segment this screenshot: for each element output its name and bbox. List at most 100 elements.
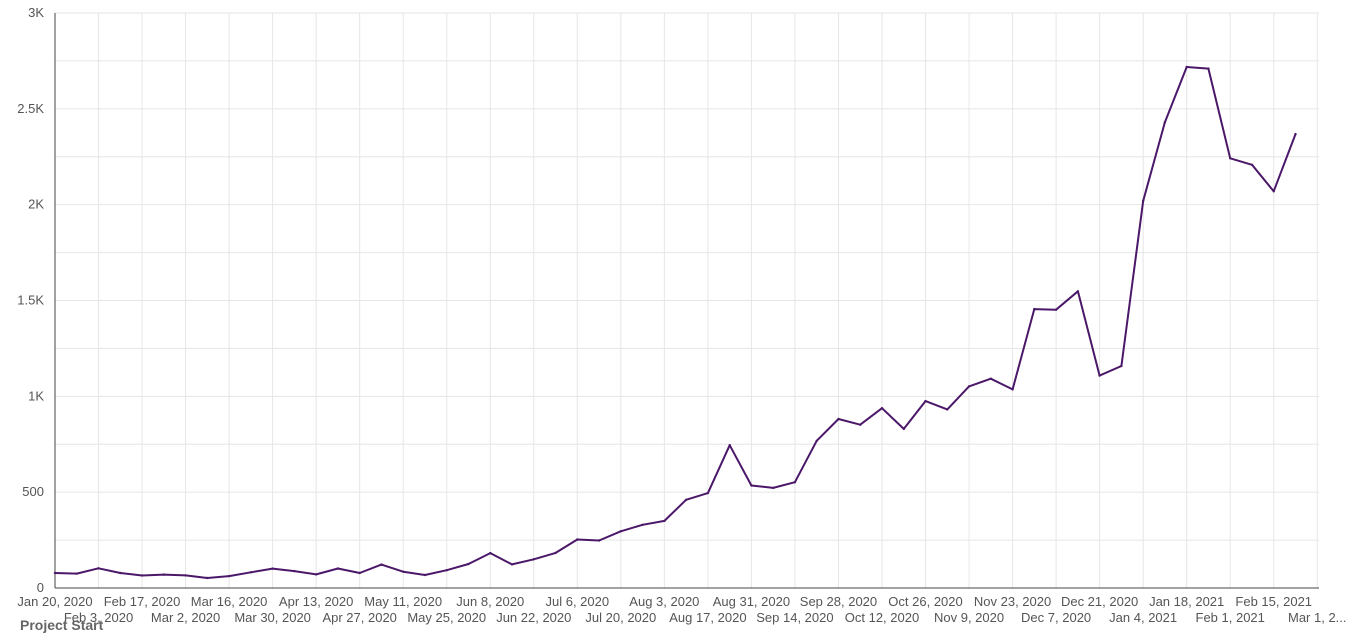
x-axis-label: Project Start	[20, 617, 104, 633]
data-point	[946, 408, 949, 411]
x-tick-label: Feb 15, 2021	[1235, 594, 1312, 609]
x-tick-label: Oct 12, 2020	[845, 610, 919, 625]
x-tick-label: Nov 9, 2020	[934, 610, 1004, 625]
data-point	[140, 574, 144, 577]
x-tick-label: Jan 20, 2020	[17, 594, 92, 609]
data-point	[597, 539, 601, 542]
x-tick-label: Feb 3, 2020	[64, 610, 133, 625]
y-tick-label: 3K	[28, 5, 44, 20]
x-tick-label: Jul 20, 2020	[585, 610, 656, 625]
data-point	[902, 427, 905, 431]
data-point	[1142, 199, 1145, 202]
data-point	[293, 569, 296, 573]
x-tick-label: Mar 1, 2...	[1288, 610, 1347, 625]
x-tick-label: Feb 1, 2021	[1196, 610, 1265, 625]
data-point	[706, 491, 710, 495]
data-point	[358, 571, 361, 575]
data-point	[532, 558, 535, 561]
y-tick-label: 500	[22, 484, 44, 499]
data-point	[1163, 121, 1167, 124]
data-point	[53, 571, 57, 575]
data-point	[1207, 67, 1210, 70]
x-tick-label: Sep 28, 2020	[800, 594, 877, 609]
data-point	[967, 385, 971, 388]
x-tick-label: Mar 30, 2020	[234, 610, 311, 625]
x-tick-label: Jun 8, 2020	[456, 594, 524, 609]
data-point	[402, 570, 405, 573]
x-tick-label: Sep 14, 2020	[756, 610, 833, 625]
horizontal-gridlines	[55, 12, 1319, 541]
data-point	[859, 423, 862, 426]
x-tick-label: Nov 23, 2020	[974, 594, 1051, 609]
x-tick-label: Dec 7, 2020	[1021, 610, 1091, 625]
x-tick-label: Jun 22, 2020	[496, 610, 571, 625]
data-point	[162, 573, 165, 576]
x-tick-label: Apr 27, 2020	[322, 610, 396, 625]
data-point	[184, 574, 187, 577]
data-point	[336, 567, 340, 570]
x-tick-label: Feb 17, 2020	[104, 594, 181, 609]
data-point	[837, 417, 840, 421]
data-point	[423, 573, 427, 577]
data-point	[271, 567, 274, 570]
data-point	[1250, 163, 1254, 166]
data-point	[315, 573, 318, 576]
x-tick-label: Jul 6, 2020	[546, 594, 610, 609]
data-point	[1076, 290, 1080, 293]
data-point	[924, 399, 927, 403]
data-point	[97, 567, 100, 570]
data-point	[1033, 307, 1036, 311]
data-point	[815, 439, 818, 442]
x-tick-label: Oct 26, 2020	[888, 594, 962, 609]
x-tick-label: Jan 18, 2021	[1149, 594, 1224, 609]
x-tick-label: Aug 3, 2020	[629, 594, 699, 609]
x-tick-label: May 25, 2020	[407, 610, 486, 625]
axes	[54, 13, 1319, 589]
data-point	[1054, 308, 1058, 311]
data-point	[663, 519, 666, 523]
data-point	[249, 571, 253, 574]
x-tick-label: Apr 13, 2020	[279, 594, 353, 609]
data-point	[445, 569, 448, 572]
x-tick-label: Mar 16, 2020	[191, 594, 268, 609]
data-point	[1120, 364, 1123, 368]
y-tick-label: 1K	[28, 388, 44, 403]
data-point	[619, 530, 622, 533]
series-line	[54, 66, 1297, 579]
data-point	[1229, 157, 1232, 160]
data-point	[206, 576, 209, 580]
series-group	[53, 65, 1297, 580]
x-tick-label: Aug 31, 2020	[713, 594, 790, 609]
data-point	[641, 523, 644, 526]
data-point	[380, 563, 383, 566]
y-tick-label: 1.5K	[17, 293, 44, 308]
x-tick-label: Dec 21, 2020	[1061, 594, 1138, 609]
y-tick-label: 2.5K	[17, 101, 44, 116]
data-point	[554, 551, 557, 555]
x-tick-label: Jan 4, 2021	[1109, 610, 1177, 625]
x-tick-label: Aug 17, 2020	[669, 610, 746, 625]
data-point	[772, 486, 775, 490]
y-tick-label: 0	[37, 580, 44, 595]
data-point	[119, 571, 122, 575]
data-point	[1272, 190, 1275, 193]
data-point	[510, 563, 514, 566]
data-point	[576, 538, 579, 541]
data-point	[793, 481, 797, 484]
data-point	[467, 562, 470, 566]
data-point	[989, 377, 992, 380]
data-point	[489, 551, 492, 555]
data-point	[750, 484, 753, 487]
data-point	[684, 498, 688, 501]
x-tick-label: May 11, 2020	[364, 594, 442, 609]
data-point	[1011, 388, 1014, 391]
data-point	[75, 572, 79, 575]
data-point	[227, 574, 231, 578]
data-point	[880, 407, 884, 410]
y-tick-labels: 0 500 1K 1.5K 2K 2.5K 3K	[17, 5, 44, 595]
data-point	[1185, 65, 1188, 69]
y-tick-label: 2K	[28, 197, 44, 212]
data-point	[1098, 374, 1101, 377]
